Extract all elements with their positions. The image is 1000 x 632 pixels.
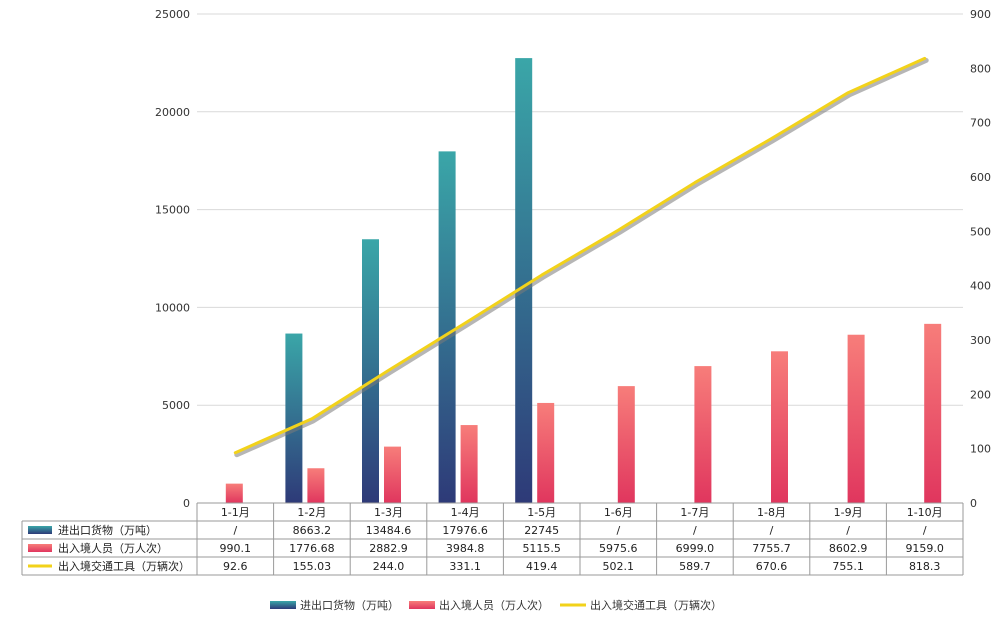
bar-travelers (771, 351, 788, 503)
table-value: 17976.6 (442, 524, 488, 537)
table-value: 3984.8 (446, 542, 485, 555)
line-shadow (234, 57, 929, 458)
legend-key-swatch (270, 601, 296, 609)
series-name: 出入境交通工具（万辆次） (58, 559, 190, 573)
table-value: 419.4 (526, 560, 558, 573)
legend-label: 出入境人员（万人次） (439, 598, 549, 612)
table-value: 670.6 (756, 560, 788, 573)
category-label: 1-7月 (680, 506, 709, 519)
y-left-tick-label: 25000 (155, 8, 190, 21)
y-left-tick-label: 0 (183, 497, 190, 510)
bar-travelers (847, 334, 865, 503)
table-value: 13484.6 (366, 524, 412, 537)
table-value: 5115.5 (522, 542, 561, 555)
table-value: 155.03 (293, 560, 332, 573)
table-value: / (846, 524, 850, 537)
series-name: 进出口货物（万吨） (58, 523, 157, 537)
category-label: 1-8月 (757, 506, 786, 519)
table-value: 2882.9 (369, 542, 408, 555)
table-value: 589.7 (679, 560, 711, 573)
y-right-tick-label: 600 (970, 171, 991, 184)
legend-label: 进出口货物（万吨） (300, 598, 399, 612)
category-label: 1-4月 (451, 506, 480, 519)
y-right-tick-label: 900 (970, 8, 991, 21)
y-left-tick-label: 20000 (155, 106, 190, 119)
y-right-tick-label: 300 (970, 334, 991, 347)
table-value: / (770, 524, 774, 537)
data-table: 1-1月 1-2月 1-3月 1-4月 1-5月 1-6月 1-7月 1-8月 1-9月 1-10… (21, 502, 964, 576)
table-value: 22745 (524, 524, 559, 537)
table-value: 6999.0 (676, 542, 715, 555)
bar-cargo (438, 151, 456, 504)
legend-label: 出入境交通工具（万辆次） (590, 598, 722, 612)
table-value: / (233, 524, 237, 537)
table-value: 990.1 (220, 542, 252, 555)
y-left-tick-label: 15000 (155, 204, 190, 217)
table-value: 8602.9 (829, 542, 868, 555)
table-value: 1776.68 (289, 542, 335, 555)
category-label: 1-3月 (374, 506, 403, 519)
bar-cargo (285, 333, 303, 503)
y-axis-right: 0 100 200 300 400 500 600 700 800 900 (970, 8, 991, 510)
category-label: 1-2月 (297, 506, 326, 519)
table-value: / (616, 524, 620, 537)
series-key-swatch (28, 526, 52, 534)
y-right-tick-label: 400 (970, 280, 991, 293)
table-value: 92.6 (223, 560, 248, 573)
table-value: 818.3 (909, 560, 941, 573)
y-right-tick-label: 100 (970, 443, 991, 456)
table-value: 8663.2 (293, 524, 332, 537)
table-value: 755.1 (832, 560, 864, 573)
bar-travelers (460, 425, 478, 503)
table-value: / (693, 524, 697, 537)
table-value: 502.1 (603, 560, 635, 573)
y-right-tick-label: 800 (970, 62, 991, 75)
table-value: 244.0 (373, 560, 405, 573)
y-right-tick-label: 200 (970, 388, 991, 401)
series-name: 出入境人员（万人次） (58, 541, 168, 555)
y-left-tick-label: 5000 (162, 399, 190, 412)
category-label: 1-1月 (221, 506, 250, 519)
line-vehicles (233, 56, 927, 455)
y-right-tick-label: 0 (970, 497, 977, 510)
bar-travelers (924, 323, 942, 503)
series-key-swatch (28, 544, 52, 552)
category-label: 1-5月 (527, 506, 556, 519)
category-label: 1-6月 (604, 506, 633, 519)
table-value: / (923, 524, 927, 537)
table-value: 9159.0 (905, 542, 944, 555)
bar-travelers (225, 483, 243, 503)
legend: 进出口货物（万吨） 出入境人员（万人次） 出入境交通工具（万辆次） (270, 598, 722, 612)
table-value: 5975.6 (599, 542, 638, 555)
table-value: 331.1 (449, 560, 481, 573)
bar-travelers (694, 366, 712, 503)
bar-cargo (362, 239, 379, 504)
line-series (233, 56, 929, 458)
bar-travelers (617, 386, 635, 503)
legend-key-swatch (409, 601, 435, 609)
bar-cargo (515, 58, 533, 504)
category-label: 1-9月 (834, 506, 863, 519)
bar-series (225, 58, 942, 504)
bar-travelers (384, 446, 401, 503)
category-label: 1-10月 (907, 506, 943, 519)
bar-travelers (307, 468, 325, 503)
table-value: 7755.7 (752, 542, 791, 555)
bar-travelers (537, 402, 555, 503)
y-right-tick-label: 700 (970, 117, 991, 130)
y-axis-left: 0 5000 10000 15000 20000 25000 (155, 8, 190, 510)
y-right-tick-label: 500 (970, 225, 991, 238)
y-left-tick-label: 10000 (155, 301, 190, 314)
